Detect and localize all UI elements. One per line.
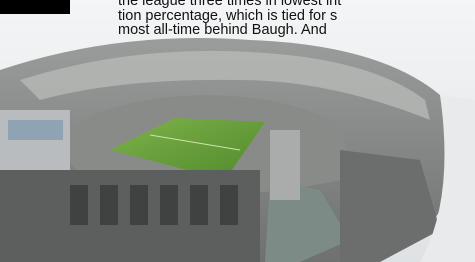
page: the league three times in lowest int tio… — [0, 0, 475, 262]
text-line: most all-time behind Baugh. And — [118, 23, 475, 38]
stadium-photo — [0, 0, 475, 262]
article-text: the league three times in lowest int tio… — [118, 0, 475, 38]
text-line: tion percentage, which is tied for s — [118, 9, 475, 24]
black-box — [0, 0, 70, 14]
